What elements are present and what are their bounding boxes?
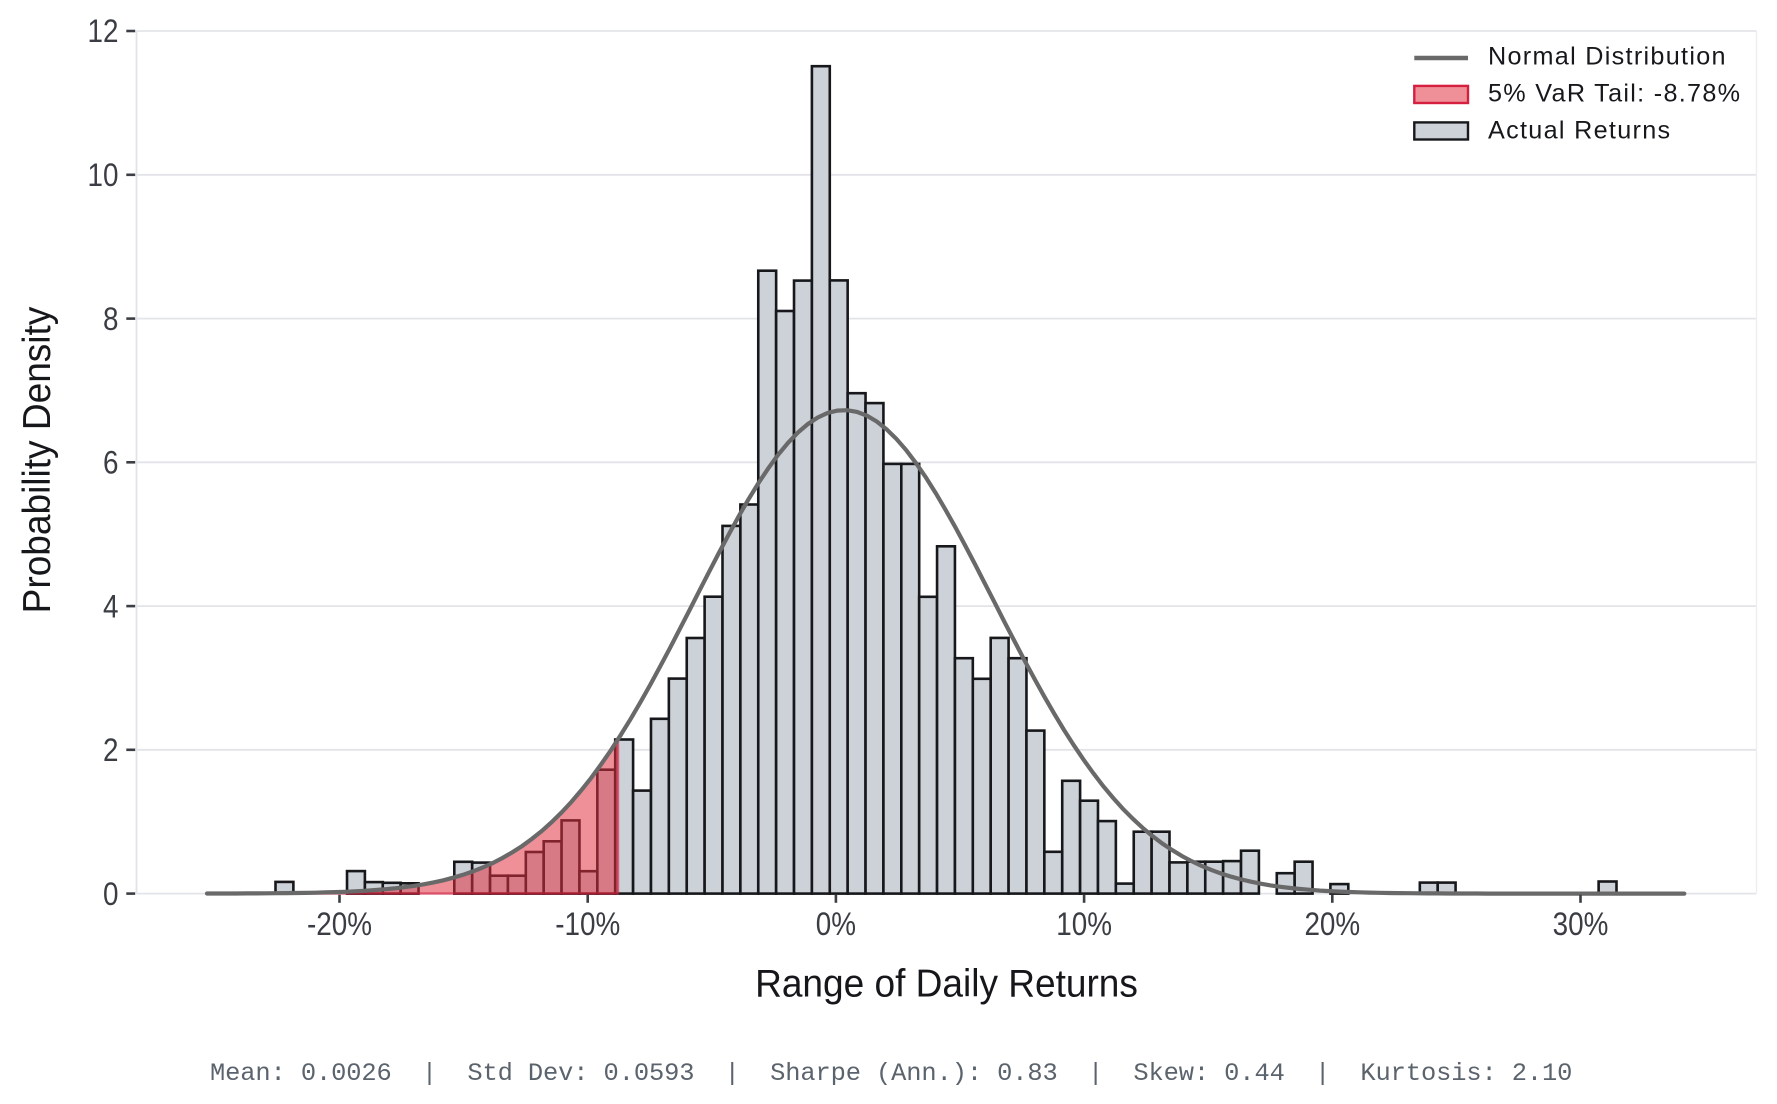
svg-text:0: 0 — [103, 877, 118, 912]
svg-text:20%: 20% — [1304, 907, 1360, 942]
svg-text:5% VaR Tail: -8.78%: 5% VaR Tail: -8.78% — [1488, 80, 1741, 108]
svg-text:Actual Returns: Actual Returns — [1488, 116, 1671, 144]
svg-text:-10%: -10% — [555, 907, 620, 942]
svg-text:10%: 10% — [1056, 907, 1112, 942]
svg-text:12: 12 — [88, 14, 119, 49]
svg-text:30%: 30% — [1553, 907, 1609, 942]
svg-text:10: 10 — [88, 158, 119, 193]
svg-text:6: 6 — [103, 446, 118, 481]
svg-text:2: 2 — [103, 733, 118, 768]
svg-text:Probability Density: Probability Density — [16, 307, 59, 614]
svg-text:Normal Distribution: Normal Distribution — [1488, 43, 1727, 71]
svg-text:8: 8 — [103, 302, 118, 337]
svg-text:4: 4 — [103, 590, 118, 625]
svg-text:0%: 0% — [816, 907, 856, 942]
svg-text:Mean: 0.0026 | Std Dev: 0.05: Mean: 0.0026 | Std Dev: 0.0593 | Sharpe … — [210, 1059, 1572, 1088]
svg-text:-20%: -20% — [307, 907, 372, 942]
svg-text:Range of Daily Returns: Range of Daily Returns — [755, 963, 1138, 1006]
